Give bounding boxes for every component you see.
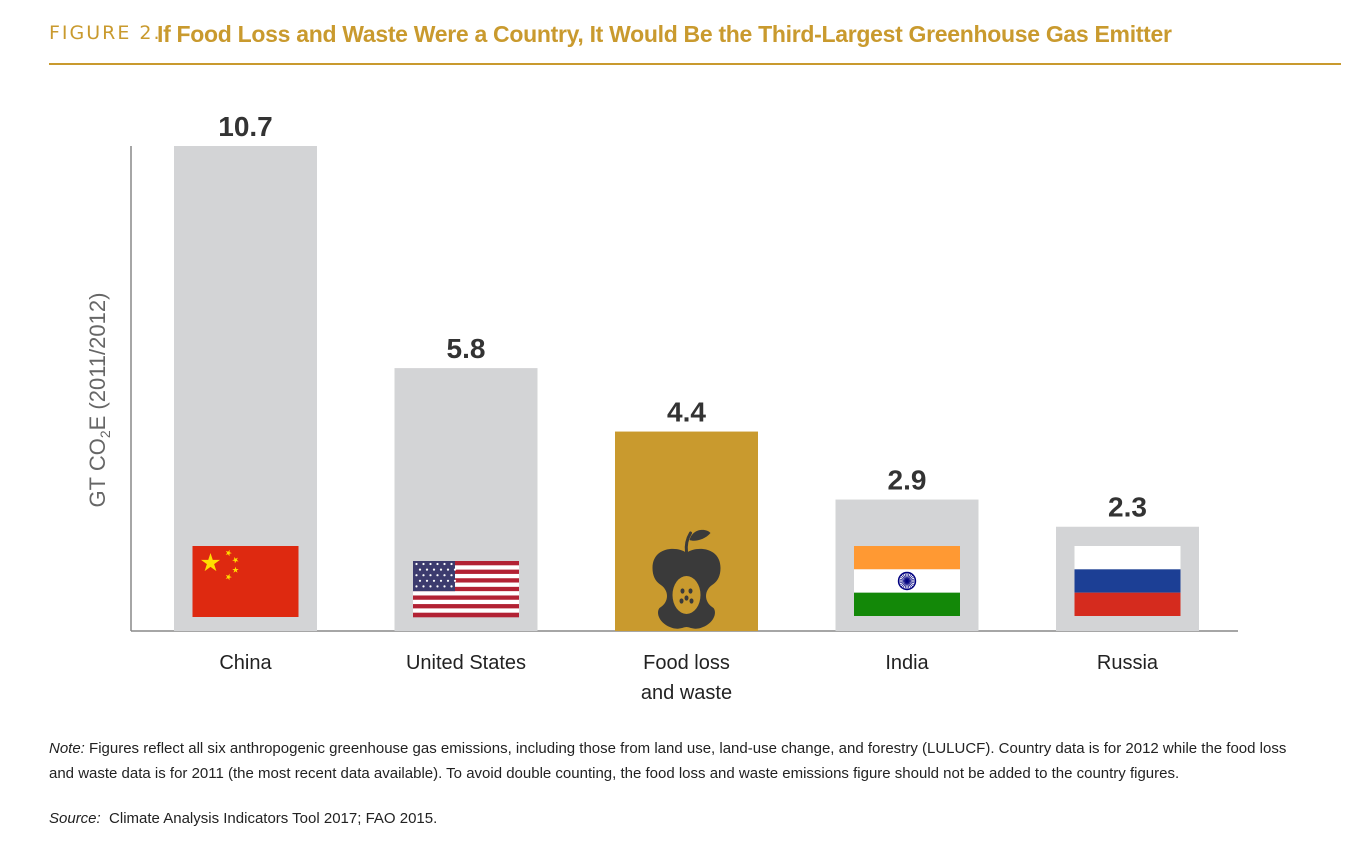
- usa-flag-star: [425, 568, 429, 571]
- usa-flag-star: [415, 585, 418, 588]
- china-flag-star: [232, 556, 239, 564]
- india-flag-saffron: [854, 546, 960, 570]
- usa-flag-star: [429, 562, 432, 566]
- figure-header: FIGURE 2. If Food Loss and Waste Were a …: [49, 20, 1341, 64]
- china-flag-field: [192, 546, 299, 617]
- usa-flag-stripe: [413, 599, 519, 605]
- usa-flag-star: [443, 562, 446, 566]
- category-label-0: China: [219, 652, 272, 674]
- usa-flag-star: [446, 579, 450, 582]
- category-label-2: and waste: [641, 682, 732, 704]
- figure-title: If Food Loss and Waste Were a Country, I…: [157, 21, 1172, 47]
- chart-source: Source: Climate Analysis Indicators Tool…: [49, 810, 437, 827]
- usa-flag-stripe: [413, 595, 519, 601]
- china-flag-star: [225, 549, 232, 557]
- source-label: Source:: [49, 810, 101, 827]
- china-flag-star: [225, 573, 232, 581]
- usa-flag-stripe: [413, 604, 519, 609]
- usa-flag-star: [429, 574, 432, 577]
- value-label-3: 2.9: [888, 465, 927, 496]
- usa-flag-stripe: [413, 582, 519, 588]
- china-flag-star: [200, 553, 221, 572]
- usa-flag-star: [422, 585, 425, 588]
- usa-flag-star: [450, 574, 453, 577]
- usa-flag-star: [453, 579, 457, 582]
- china-flag-icon: [192, 546, 299, 617]
- usa-flag-icon: [413, 561, 519, 618]
- category-label-4: Russia: [1097, 652, 1159, 674]
- value-label-4: 2.3: [1108, 492, 1147, 523]
- usa-flag-star: [436, 574, 439, 577]
- usa-flag-star: [436, 585, 439, 588]
- apple-core-flesh: [672, 576, 701, 614]
- usa-flag-stripe: [413, 608, 519, 613]
- usa-flag-stripe: [413, 573, 519, 579]
- apple-seed: [679, 598, 684, 604]
- category-label-3: India: [885, 652, 929, 674]
- russia-flag-red: [1074, 592, 1181, 616]
- usa-flag-star: [422, 574, 425, 577]
- apple-seed: [689, 598, 694, 604]
- usa-flag-stripe: [413, 578, 519, 583]
- source-text: Climate Analysis Indicators Tool 2017; F…: [109, 810, 438, 827]
- apple-stem: [684, 531, 692, 554]
- usa-flag-star: [415, 574, 418, 577]
- usa-flag-star: [432, 568, 436, 571]
- india-flag-icon: [854, 546, 960, 616]
- category-label-2: Food loss: [643, 652, 730, 674]
- note-label: Note:: [49, 740, 85, 757]
- russia-flag-white: [1074, 546, 1181, 570]
- usa-flag-star: [439, 579, 443, 582]
- usa-flag-canton: [413, 561, 455, 592]
- india-flag-green: [854, 592, 960, 616]
- figure-number: FIGURE 2.: [49, 22, 162, 44]
- usa-flag-star: [415, 562, 418, 566]
- usa-flag-stripe: [413, 586, 519, 592]
- usa-flag-stripe: [413, 591, 519, 596]
- usa-flag-stripe: [413, 565, 519, 570]
- usa-flag-star: [453, 568, 457, 571]
- china-flag-star: [232, 566, 239, 573]
- value-label-2: 4.4: [667, 397, 706, 428]
- usa-flag-star: [425, 579, 429, 582]
- usa-flag-star: [443, 585, 446, 588]
- header-rule: [49, 63, 1341, 65]
- usa-flag-star: [436, 562, 439, 566]
- value-label-0: 10.7: [218, 111, 273, 142]
- usa-flag-star: [446, 568, 450, 571]
- category-label-1: United States: [406, 652, 526, 674]
- apple-core-icon: [652, 529, 721, 629]
- usa-flag-star: [439, 568, 443, 571]
- usa-flag-star: [418, 568, 422, 571]
- usa-flag-stripe: [413, 612, 519, 618]
- usa-flag-star: [450, 585, 453, 588]
- chart-note: Note: Figures reflect all six anthropoge…: [49, 736, 1309, 786]
- apple-leaf: [689, 529, 711, 541]
- ashoka-chakra-hub: [905, 579, 909, 583]
- usa-flag-stripe: [413, 569, 519, 575]
- usa-flag-star: [429, 585, 432, 588]
- usa-flag-star: [418, 579, 422, 582]
- usa-flag-stripe: [413, 561, 519, 566]
- value-label-1: 5.8: [447, 333, 486, 364]
- russia-flag-icon: [1074, 546, 1181, 616]
- note-text: Figures reflect all six anthropogenic gr…: [49, 740, 1287, 782]
- usa-flag-star: [432, 579, 436, 582]
- russia-flag-blue: [1074, 569, 1181, 593]
- usa-flag-star: [422, 562, 425, 566]
- usa-flag-star: [450, 562, 453, 566]
- apple-seed: [688, 588, 693, 594]
- apple-seed: [684, 595, 689, 601]
- apple-seed: [680, 588, 685, 594]
- usa-flag-star: [443, 574, 446, 577]
